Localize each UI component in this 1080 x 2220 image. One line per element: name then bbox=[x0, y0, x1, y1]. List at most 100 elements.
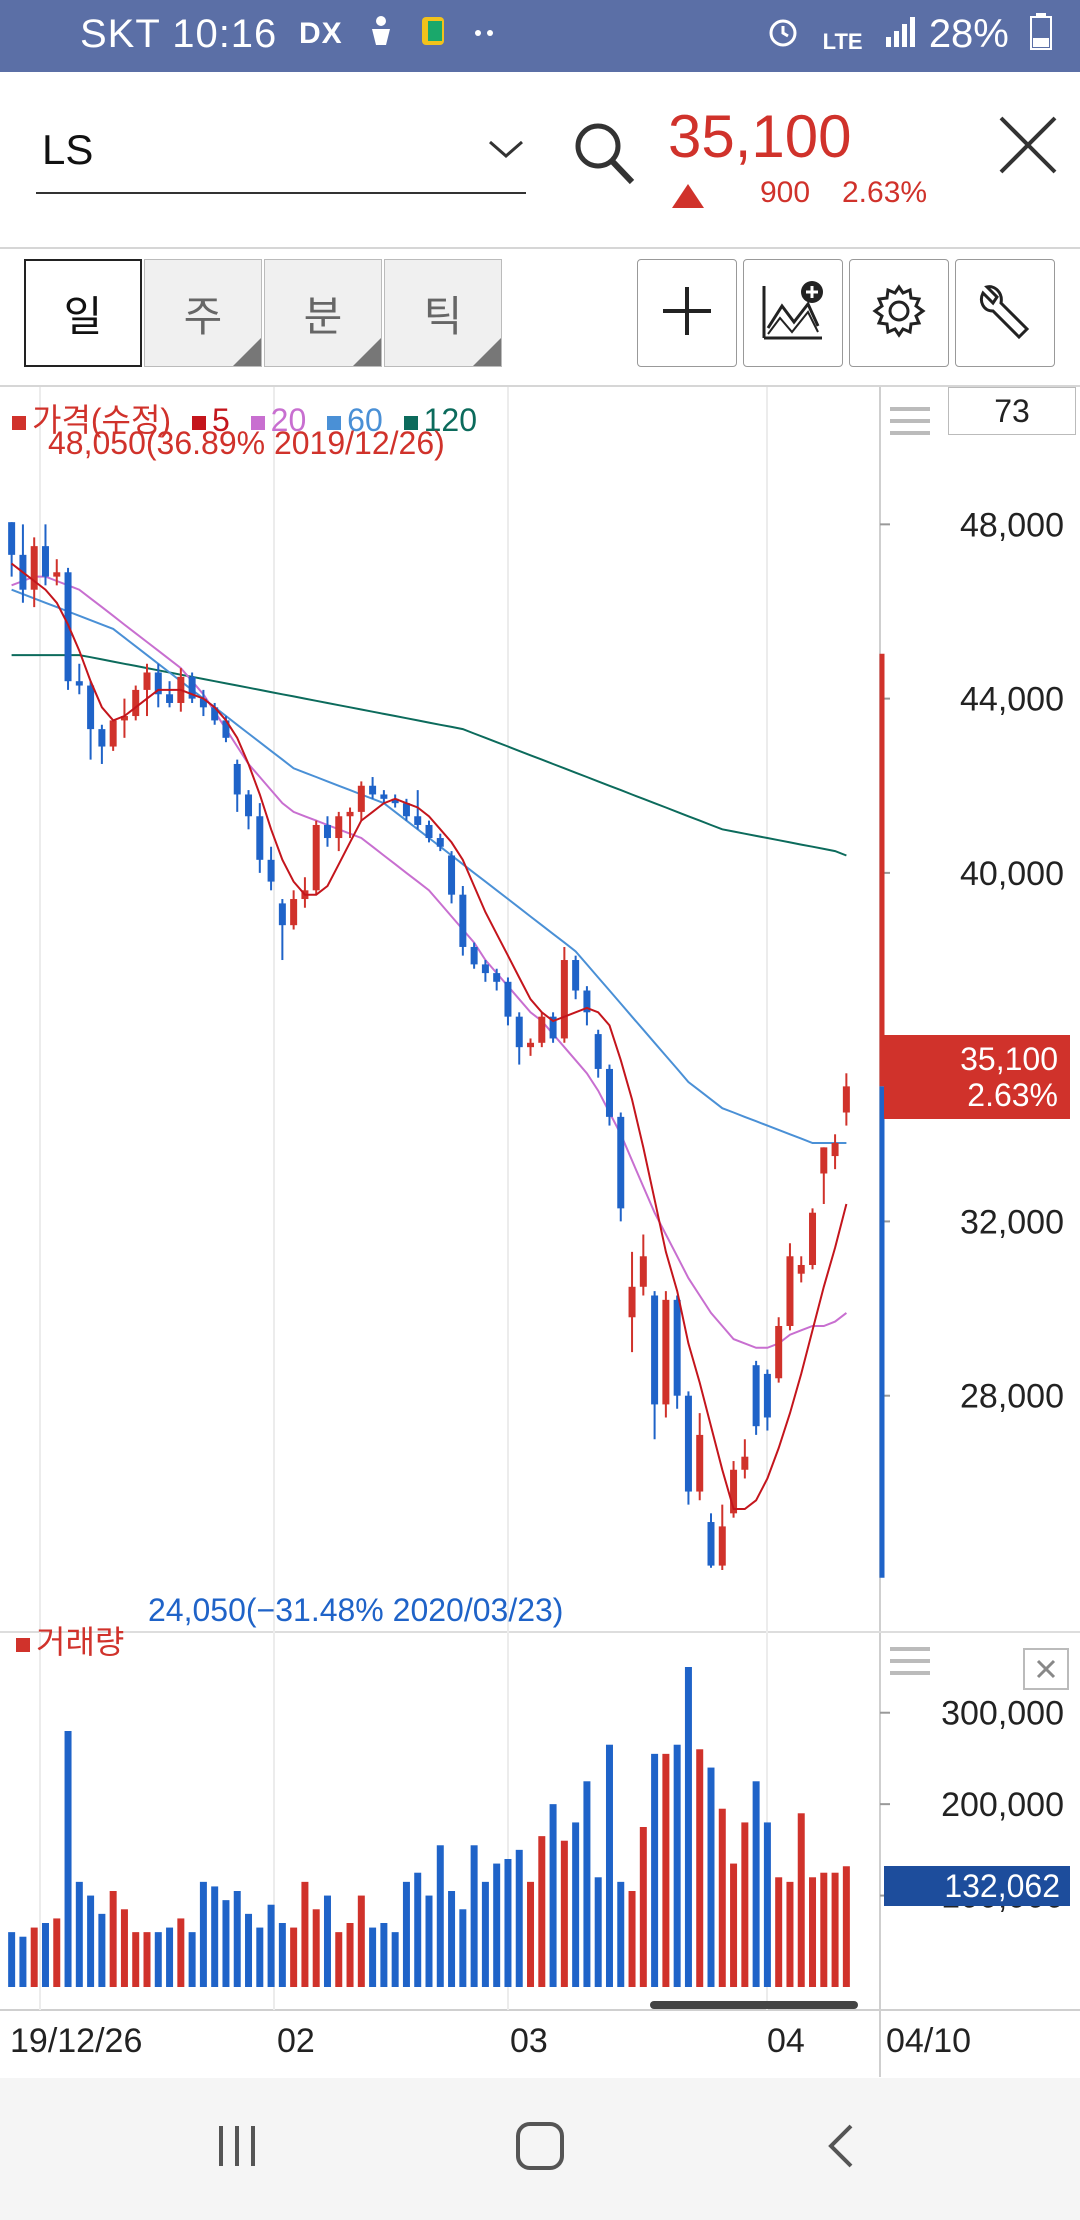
candle-body bbox=[730, 1469, 738, 1514]
candle-body bbox=[154, 672, 162, 695]
chart-scrollbar bbox=[650, 2001, 858, 2009]
candle-body bbox=[267, 859, 275, 882]
candle-body bbox=[831, 1143, 839, 1157]
candle-body bbox=[290, 899, 298, 926]
candle-body bbox=[594, 1034, 602, 1069]
volume-bar bbox=[651, 1753, 659, 1987]
volume-bar bbox=[75, 1881, 83, 1987]
volume-bar bbox=[605, 1744, 613, 1987]
candle-body bbox=[132, 689, 140, 717]
volume-bar bbox=[64, 1731, 72, 1987]
back-button[interactable] bbox=[798, 2108, 888, 2188]
stock-name: LS bbox=[42, 126, 94, 173]
volume-bar bbox=[628, 1891, 636, 1987]
low-annotation: 24,050(−31.48% 2020/03/23) bbox=[148, 1592, 564, 1628]
candle-body bbox=[312, 824, 320, 891]
volume-tick-label: 300,000 bbox=[941, 1695, 1064, 1733]
volume-bar bbox=[752, 1781, 760, 1987]
volume-bar bbox=[448, 1891, 456, 1987]
volume-bar bbox=[436, 1845, 444, 1987]
volume-bar bbox=[515, 1849, 523, 1987]
volume-bar bbox=[549, 1804, 557, 1987]
volume-bar bbox=[842, 1866, 850, 1987]
wrench-icon bbox=[975, 281, 1035, 345]
search-button[interactable] bbox=[570, 112, 640, 192]
current-volume-tag: 132,062 bbox=[884, 1866, 1070, 1906]
add-indicator-button[interactable] bbox=[743, 259, 843, 367]
volume-bar bbox=[741, 1822, 749, 1987]
add-indicator-icon bbox=[758, 276, 828, 350]
ma5-line bbox=[10, 562, 848, 1510]
svg-text:DX: DX bbox=[299, 17, 343, 49]
chart-legend: 가격(수정) 5 20 60 120 bbox=[12, 395, 477, 441]
x-label: 04 bbox=[767, 2022, 805, 2060]
volume-bar bbox=[538, 1836, 546, 1987]
candle-body bbox=[707, 1522, 715, 1566]
stock-selector[interactable]: LS bbox=[36, 112, 526, 194]
candle-body bbox=[572, 960, 580, 991]
volume-bar bbox=[775, 1877, 783, 1987]
volume-bar bbox=[335, 1932, 343, 1987]
candle-body bbox=[662, 1299, 670, 1405]
volume-bar bbox=[527, 1881, 535, 1987]
candle-body bbox=[741, 1456, 749, 1470]
volume-bar bbox=[617, 1881, 625, 1987]
signal-icon bbox=[884, 14, 918, 59]
volume-bar bbox=[684, 1667, 692, 1987]
tools-button[interactable] bbox=[955, 259, 1055, 367]
volume-bar bbox=[730, 1863, 738, 1987]
period-tab-week[interactable]: 주 bbox=[144, 259, 262, 367]
chevron-down-icon bbox=[486, 130, 526, 174]
candle-body bbox=[448, 855, 456, 895]
price-chart[interactable]: 48,00044,00040,00036,00032,00028,000300,… bbox=[0, 387, 1080, 2077]
price-change: 900 bbox=[760, 176, 811, 209]
up-triangle-icon bbox=[670, 182, 706, 214]
x-label: 02 bbox=[277, 2022, 315, 2060]
candle-body bbox=[188, 676, 196, 699]
volume-bar bbox=[233, 1891, 241, 1987]
candle-body bbox=[120, 716, 128, 721]
dex-icon: DX bbox=[299, 13, 343, 59]
candle-body bbox=[718, 1526, 726, 1566]
volume-bar bbox=[493, 1863, 501, 1987]
candle-body bbox=[515, 1016, 523, 1048]
volume-bar bbox=[380, 1923, 388, 1987]
more-notifications-icon bbox=[470, 13, 500, 59]
settings-button[interactable] bbox=[849, 259, 949, 367]
legend-swatch-price bbox=[12, 415, 26, 430]
candle-body bbox=[414, 816, 422, 825]
candle-body bbox=[222, 720, 230, 738]
alarm-icon bbox=[764, 12, 802, 60]
home-button[interactable] bbox=[495, 2108, 585, 2188]
chart-area[interactable]: 48,00044,00040,00036,00032,00028,000300,… bbox=[0, 387, 1080, 2077]
period-tab-tick[interactable]: 틱 bbox=[384, 259, 502, 367]
volume-bar bbox=[98, 1913, 106, 1987]
candle-body bbox=[470, 946, 478, 965]
candle-body bbox=[493, 973, 501, 982]
volume-bar bbox=[30, 1927, 38, 1987]
dropdown-corner-icon bbox=[353, 338, 381, 366]
candle-body bbox=[527, 1042, 535, 1048]
candle-body bbox=[763, 1373, 771, 1418]
volume-bar bbox=[188, 1932, 196, 1987]
current-price-tag: 35,100 2.63% bbox=[884, 1035, 1070, 1119]
volume-bar bbox=[346, 1923, 354, 1987]
volume-bar bbox=[504, 1859, 512, 1987]
recent-apps-button[interactable] bbox=[192, 2108, 282, 2188]
candle-body bbox=[380, 794, 388, 799]
volume-bar bbox=[707, 1767, 715, 1987]
candle-body bbox=[425, 824, 433, 839]
crosshair-icon bbox=[659, 283, 715, 343]
close-button[interactable] bbox=[995, 112, 1061, 178]
volume-bar bbox=[143, 1932, 151, 1987]
y-tick-label: 40,000 bbox=[960, 855, 1064, 893]
period-tab-day[interactable]: 일 bbox=[24, 259, 142, 367]
candle-body bbox=[752, 1365, 760, 1427]
period-tab-minute[interactable]: 분 bbox=[264, 259, 382, 367]
crosshair-button[interactable] bbox=[637, 259, 737, 367]
search-icon bbox=[570, 123, 640, 196]
network-type-label: LTE bbox=[822, 28, 863, 54]
visible-count-box[interactable]: 73 bbox=[948, 387, 1076, 435]
volume-bar bbox=[402, 1881, 410, 1987]
clock-label: 10:16 bbox=[172, 12, 278, 56]
